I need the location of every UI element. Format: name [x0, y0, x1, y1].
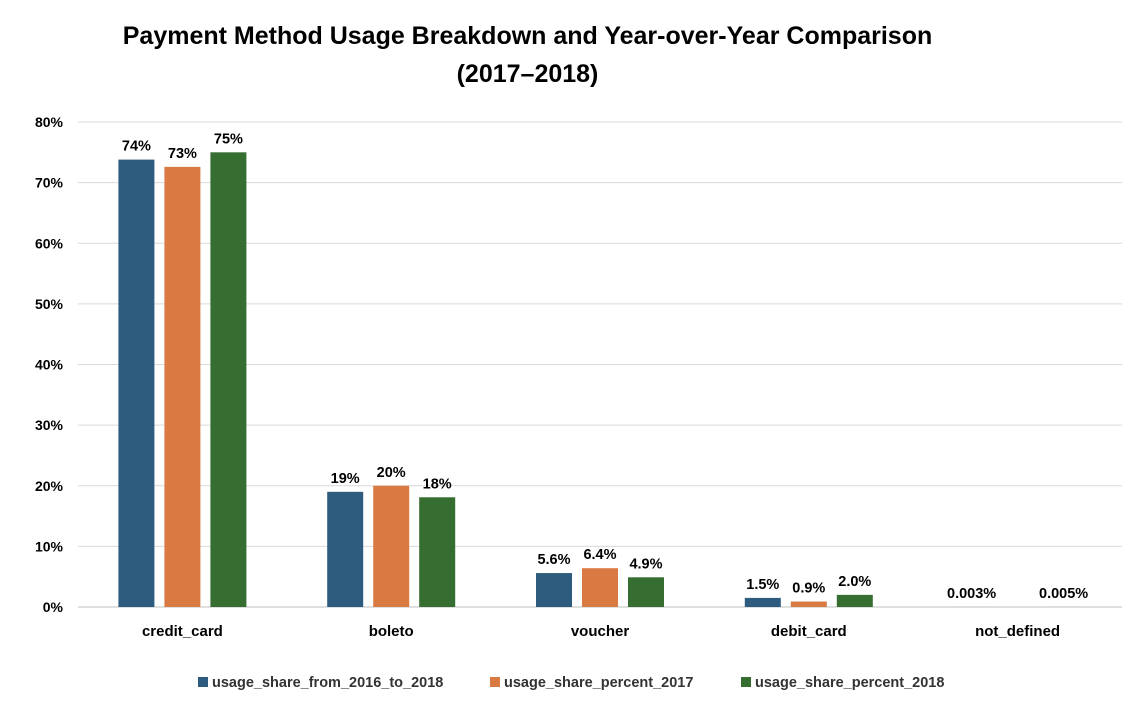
y-tick-label: 70%: [35, 175, 64, 191]
y-tick-label: 80%: [35, 114, 64, 130]
y-tick-label: 40%: [35, 357, 64, 373]
bar: [210, 152, 247, 607]
data-label: 4.9%: [629, 556, 662, 572]
bar: [744, 597, 781, 607]
data-label: 74%: [122, 139, 151, 155]
data-label: 20%: [377, 465, 406, 481]
bar: [327, 491, 364, 607]
chart-subtitle: (2017–2018): [456, 60, 599, 88]
legend-label: usage_share_from_2016_to_2018: [212, 675, 443, 691]
data-label: 2.0%: [838, 574, 871, 590]
bar: [628, 577, 664, 607]
data-label: 6.4%: [583, 547, 616, 563]
bar: [373, 485, 410, 607]
y-tick-label: 10%: [35, 538, 64, 554]
y-tick-label: 60%: [35, 235, 64, 251]
bar: [536, 573, 572, 607]
data-label: 75%: [214, 131, 243, 147]
data-label: 0.9%: [792, 581, 825, 597]
bar: [419, 497, 456, 607]
y-tick-label: 20%: [35, 478, 64, 494]
y-tick-label: 0%: [43, 599, 64, 615]
bar: [164, 166, 201, 608]
x-tick-label: not_defined: [975, 623, 1060, 640]
legend-label: usage_share_percent_2018: [755, 675, 944, 691]
data-label: 18%: [423, 476, 452, 492]
data-label: 0.003%: [947, 586, 996, 602]
x-tick-label: boleto: [369, 623, 414, 640]
data-label: 19%: [331, 471, 360, 487]
y-tick-label: 50%: [35, 296, 64, 312]
data-label: 73%: [168, 146, 197, 162]
legend-swatch: [198, 677, 208, 687]
x-tick-label: credit_card: [142, 623, 223, 640]
legend-label: usage_share_percent_2017: [504, 675, 693, 691]
bar: [836, 594, 873, 607]
data-label: 5.6%: [537, 552, 570, 568]
legend-swatch: [490, 677, 500, 687]
legend-swatch: [741, 677, 751, 687]
data-label: 0.005%: [1039, 586, 1088, 602]
chart-title: Payment Method Usage Breakdown and Year-…: [122, 22, 933, 50]
y-tick-label: 30%: [35, 417, 64, 433]
bar: [790, 601, 827, 607]
bar: [118, 159, 155, 607]
x-tick-label: voucher: [571, 623, 630, 640]
data-label: 1.5%: [746, 577, 779, 593]
bar: [582, 568, 618, 607]
x-tick-label: debit_card: [771, 623, 847, 640]
